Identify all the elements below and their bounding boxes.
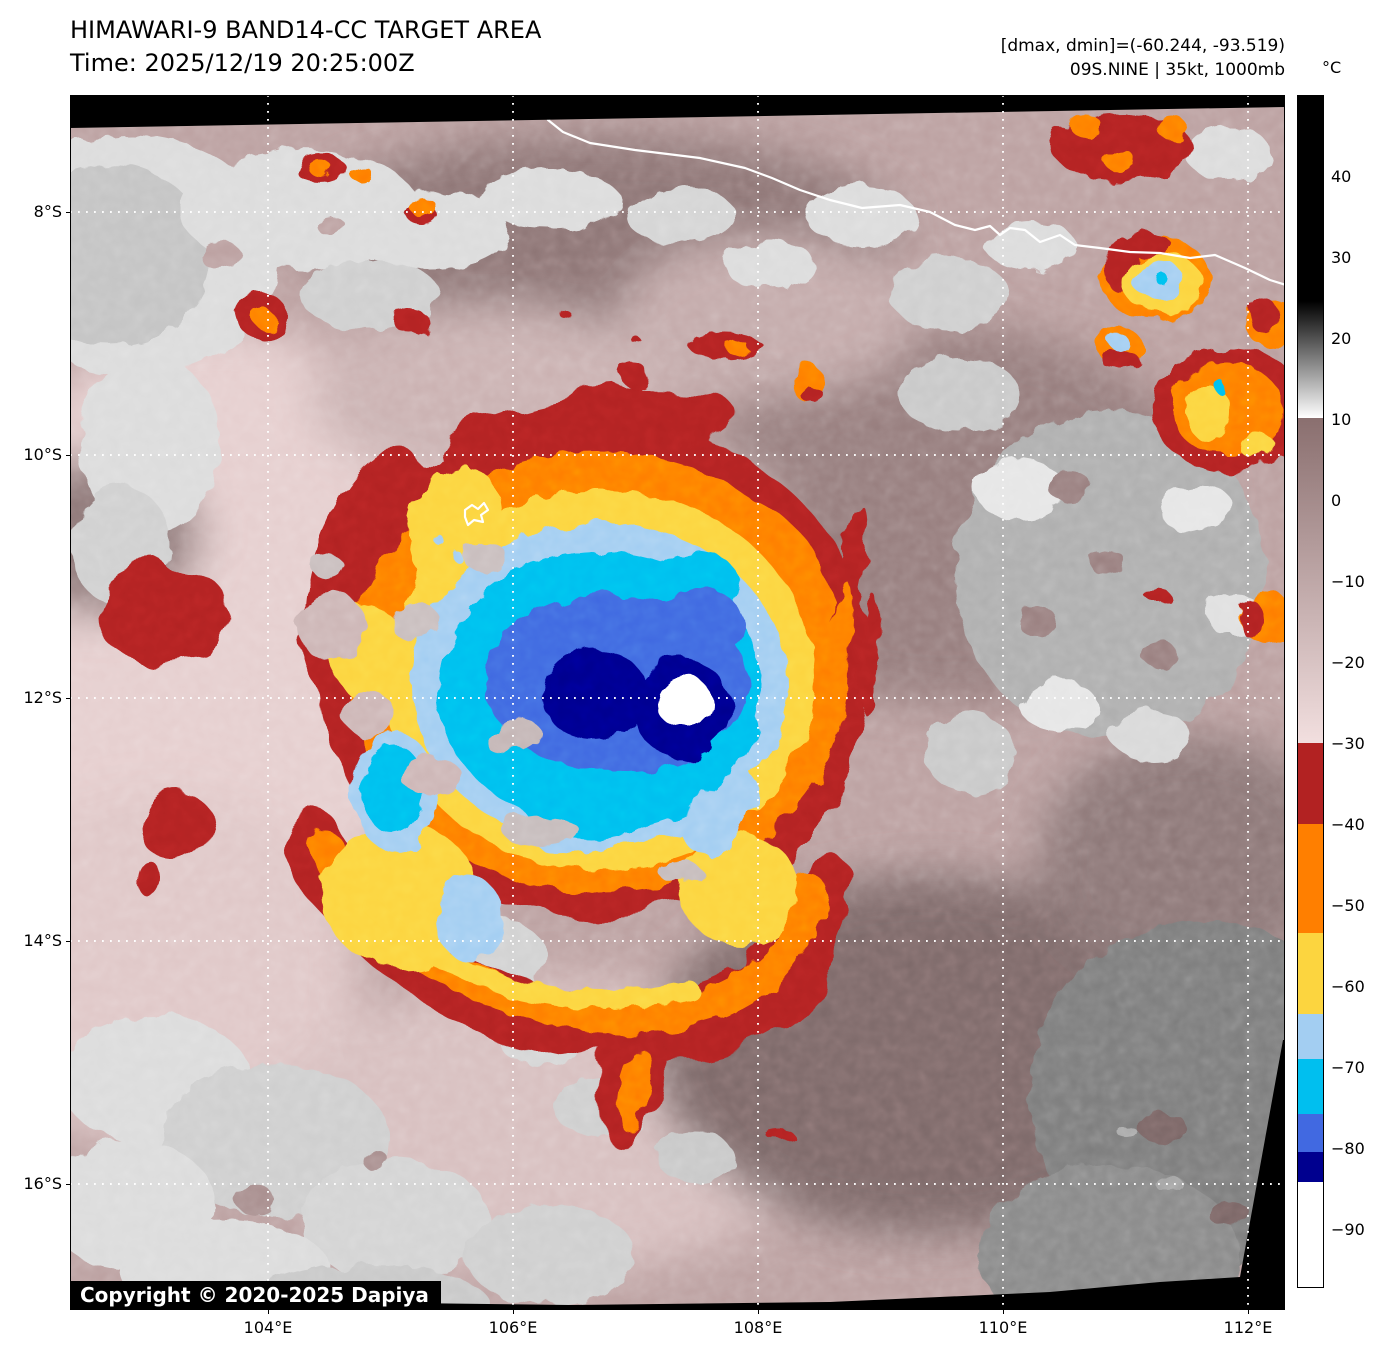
axis-tick — [1003, 1310, 1004, 1314]
colorbar-segment — [1298, 742, 1323, 824]
coastline — [546, 95, 1285, 286]
colorbar-segment — [1298, 1152, 1323, 1182]
satellite-imagery — [70, 95, 1285, 1310]
axis-tick — [758, 1310, 759, 1314]
colorbar-tick: −80 — [1331, 1139, 1365, 1158]
x-axis-tick-label: 112°E — [1223, 1318, 1273, 1337]
colorbar-tick-labels: 40 30 20 10 0 −10 −20 −30 −40 −50 −60 −7… — [1331, 95, 1387, 1288]
axis-tick — [1248, 1310, 1249, 1314]
colorbar-tick: −50 — [1331, 896, 1365, 915]
colorbar-tick: 10 — [1331, 410, 1352, 429]
colorbar-gradient — [1297, 95, 1324, 1288]
colorbar-segment — [1298, 1181, 1323, 1287]
colorbar-unit-label: °C — [1322, 58, 1342, 77]
y-axis-tick-label: 12°S — [23, 688, 62, 707]
noise-texture — [70, 95, 1285, 1310]
island-outline — [463, 501, 490, 527]
colorbar-segment — [1298, 300, 1323, 419]
y-axis-tick-label: 8°S — [33, 202, 62, 221]
axis-tick — [513, 1310, 514, 1314]
copyright-banner: Copyright © 2020-2025 Dapiya — [70, 1281, 441, 1309]
y-axis-tick-label: 16°S — [23, 1174, 62, 1193]
colorbar-tick: 30 — [1331, 248, 1352, 267]
colorbar-tick: −60 — [1331, 977, 1365, 996]
x-axis-tick-label: 104°E — [243, 1318, 293, 1337]
colorbar-tick: −90 — [1331, 1220, 1365, 1239]
y-axis-tick-label: 10°S — [23, 445, 62, 464]
no-data-top — [70, 95, 1285, 128]
colorbar-tick: −70 — [1331, 1058, 1365, 1077]
timestamp: Time: 2025/12/19 20:25:00Z — [70, 49, 415, 77]
axis-tick — [66, 941, 70, 942]
title-block: HIMAWARI-9 BAND14-CC TARGET AREA Time: 2… — [70, 14, 541, 80]
colorbar-tick: −10 — [1331, 572, 1365, 591]
colorbar-tick: −30 — [1331, 734, 1365, 753]
colorbar-segment — [1298, 96, 1323, 301]
axis-tick — [268, 1310, 269, 1314]
axis-tick — [66, 698, 70, 699]
colorbar-segment — [1298, 1014, 1323, 1060]
axes-frame — [70, 95, 1285, 1310]
x-axis-tick-label: 108°E — [733, 1318, 783, 1337]
axis-tick — [66, 212, 70, 213]
colorbar-tick: −40 — [1331, 815, 1365, 834]
colorbar-segment — [1298, 1059, 1323, 1115]
colorbar-tick: 40 — [1331, 167, 1352, 186]
axis-tick — [66, 1184, 70, 1185]
y-axis-tick-label: 14°S — [23, 931, 62, 950]
axis-tick — [66, 455, 70, 456]
colorbar-tick: 20 — [1331, 329, 1352, 348]
x-axis-tick-label: 106°E — [488, 1318, 538, 1337]
colorbar-segment — [1298, 823, 1323, 933]
satellite-map: Copyright © 2020-2025 Dapiya — [70, 95, 1285, 1310]
colorbar-segment — [1298, 932, 1323, 1015]
x-axis-tick-label: 110°E — [978, 1318, 1028, 1337]
annotation-block: [dmax, dmin]=(-60.244, -93.519) 09S.NINE… — [1001, 34, 1285, 82]
colorbar-tick: 0 — [1331, 491, 1342, 510]
colorbar-segment — [1298, 418, 1323, 743]
colorbar-segment — [1298, 1114, 1323, 1153]
colorbar-tick: −20 — [1331, 653, 1365, 672]
storm-intensity-label: 09S.NINE | 35kt, 1000mb — [1069, 60, 1285, 80]
no-data-bottom — [70, 1040, 1285, 1310]
dmax-dmin-label: [dmax, dmin]=(-60.244, -93.519) — [1000, 36, 1285, 56]
page-title: HIMAWARI-9 BAND14-CC TARGET AREA — [70, 16, 542, 44]
no-data-regions — [70, 95, 1285, 1310]
